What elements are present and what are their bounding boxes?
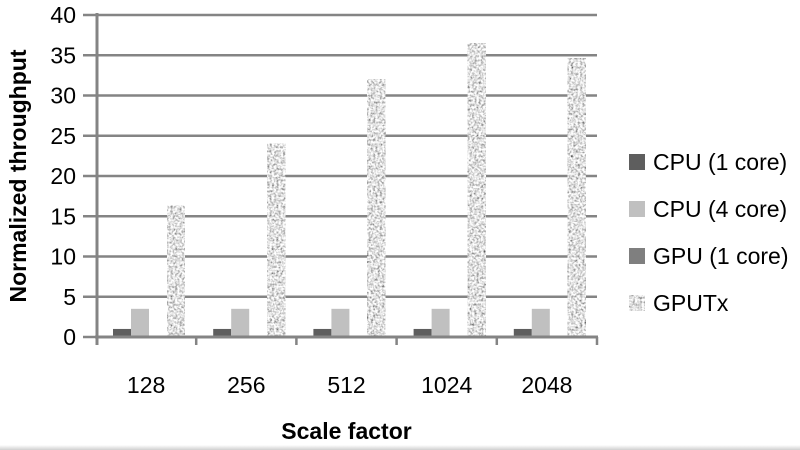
y-tick-label: 40 bbox=[50, 2, 76, 28]
y-tick-label: 0 bbox=[63, 324, 76, 350]
legend-label: CPU (4 core) bbox=[653, 196, 787, 222]
bar-cpu-1-core--1024 bbox=[413, 328, 432, 337]
y-tick-label: 5 bbox=[63, 284, 76, 310]
x-tick-label: 2048 bbox=[521, 372, 572, 398]
bar-cpu-4-core--256 bbox=[231, 308, 250, 337]
legend-swatch-cpu-4-core- bbox=[629, 201, 645, 217]
bar-gputx-2048 bbox=[567, 58, 586, 337]
bottom-border bbox=[0, 445, 800, 450]
y-tick-label: 35 bbox=[50, 42, 76, 68]
x-tick-labels: 128 256 512 1024 2048 bbox=[127, 372, 573, 398]
y-tick-label: 30 bbox=[50, 83, 76, 109]
x-tick-label: 128 bbox=[127, 372, 165, 398]
bar-gputx-512 bbox=[367, 79, 386, 338]
legend: CPU (1 core) CPU (4 core) GPU (1 core) GPUT… bbox=[629, 149, 788, 316]
bar-gputx-256 bbox=[267, 143, 286, 337]
legend-swatch-gpu-1-core- bbox=[629, 248, 645, 264]
x-tick-label: 1024 bbox=[421, 372, 472, 398]
y-tick-label: 25 bbox=[50, 123, 76, 149]
legend-swatch-cpu-1-core- bbox=[629, 154, 645, 170]
x-tick-label: 512 bbox=[327, 372, 365, 398]
bar-series bbox=[113, 43, 586, 338]
bar-cpu-4-core--1024 bbox=[431, 308, 450, 337]
y-tick-label: 20 bbox=[50, 163, 76, 189]
bar-cpu-1-core--512 bbox=[313, 328, 332, 337]
y-axis-title: Normalized throughput bbox=[5, 49, 31, 303]
bar-cpu-1-core--128 bbox=[113, 328, 131, 337]
y-tick-labels: 0 5 10 15 20 25 30 35 40 bbox=[50, 2, 76, 350]
bar-gputx-128 bbox=[167, 205, 185, 337]
x-axis-title: Scale factor bbox=[281, 418, 412, 444]
legend-label: CPU (1 core) bbox=[653, 149, 787, 175]
bar-cpu-1-core--2048 bbox=[513, 328, 532, 337]
bar-cpu-4-core--512 bbox=[331, 308, 350, 337]
axes bbox=[83, 13, 599, 345]
legend-swatch-gputx bbox=[629, 295, 645, 311]
y-tick-label: 15 bbox=[50, 203, 76, 229]
bar-cpu-4-core--128 bbox=[131, 308, 149, 337]
bar-cpu-1-core--256 bbox=[213, 328, 232, 337]
bar-cpu-4-core--2048 bbox=[531, 308, 550, 337]
y-tick-label: 10 bbox=[50, 244, 76, 270]
legend-label: GPU (1 core) bbox=[653, 243, 788, 269]
x-tick-label: 256 bbox=[227, 372, 265, 398]
legend-label: GPUTx bbox=[653, 290, 729, 316]
bar-gputx-1024 bbox=[467, 43, 486, 338]
